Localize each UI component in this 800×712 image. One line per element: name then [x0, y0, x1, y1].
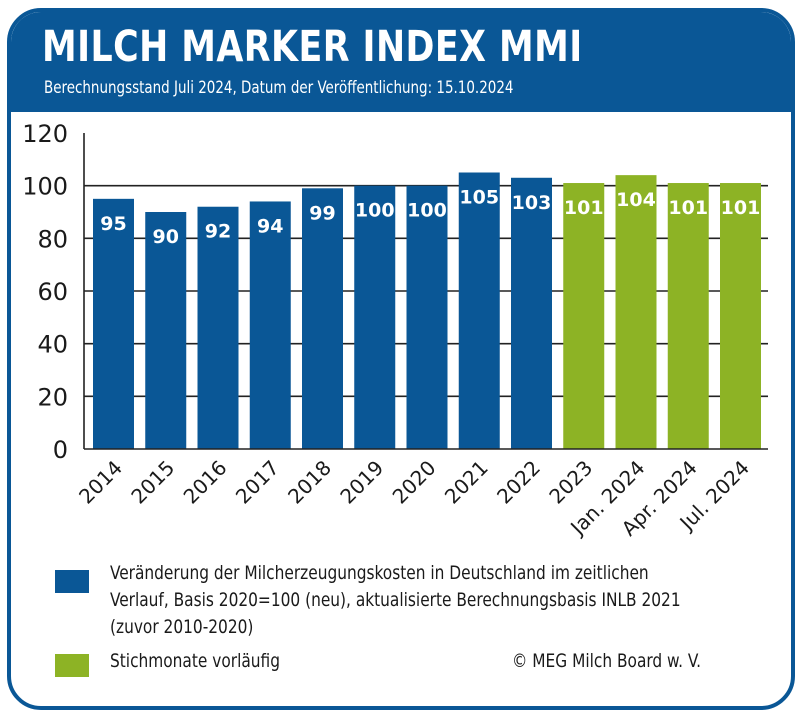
data-label: 100: [355, 200, 395, 222]
data-label: 101: [564, 197, 604, 219]
infographic-frame: MILCH MARKER INDEX MMI Berechnungsstand …: [7, 8, 795, 710]
axes: [83, 133, 768, 450]
x-tick-labels: 2014 2015 2016 2017 2018 2019 2020 2021 2022 2023…: [74, 456, 754, 541]
data-label: 105: [459, 187, 499, 209]
y-tick-label: 80: [37, 225, 68, 253]
x-tick-label: 2022: [492, 456, 545, 509]
x-tick-label: 2014: [74, 456, 127, 509]
data-label: 101: [721, 197, 761, 219]
x-tick-label: 2015: [126, 456, 179, 509]
data-label: 103: [512, 192, 552, 214]
data-label: 92: [205, 221, 231, 243]
legend-label-line: Verlauf, Basis 2020=100 (neu), aktualisi…: [110, 589, 681, 611]
x-tick-label: 2021: [440, 456, 493, 509]
y-tick-label: 120: [22, 120, 68, 148]
y-tick-label: 40: [37, 331, 68, 359]
bar-2016: [197, 206, 239, 449]
data-label: 99: [309, 202, 335, 224]
bar-jul-2024: [720, 183, 761, 450]
legend-swatch-green: [55, 654, 89, 677]
data-label: 100: [407, 200, 447, 222]
bar-2022: [511, 177, 552, 449]
bar-2019: [354, 185, 396, 449]
bar-2014: [93, 198, 134, 449]
x-tick-label: 2020: [388, 456, 441, 509]
legend-swatch-blue: [55, 570, 89, 593]
data-label: 104: [616, 189, 656, 211]
chart-subtitle: Berechnungsstand Juli 2024, Datum der Ve…: [44, 78, 514, 98]
y-tick-label: 20: [37, 383, 68, 411]
bar-2020: [406, 185, 448, 449]
y-tick-label: 60: [37, 278, 68, 306]
x-tick-label: 2017: [231, 456, 284, 509]
legend-label-blue: Veränderung der Milcherzeugungskosten in…: [110, 560, 681, 641]
bar-apr-2024: [667, 183, 709, 450]
x-tick-label: 2019: [335, 456, 388, 509]
legend-label-green: Stichmonate vorläufig: [110, 648, 280, 675]
bar-2015: [145, 212, 187, 449]
data-label: 90: [153, 226, 179, 248]
data-label: 101: [668, 197, 708, 219]
bar-2021: [458, 172, 500, 449]
bar-2023: [563, 183, 605, 450]
y-tick-label: 0: [53, 436, 68, 464]
chart-title: MILCH MARKER INDEX MMI: [42, 22, 583, 72]
data-label: 94: [257, 215, 283, 237]
bars: [93, 172, 761, 450]
data-labels: 95 90 92 94 99 100 100 105 103 101 104 101 101: [100, 187, 760, 249]
x-tick-label: 2018: [283, 456, 336, 509]
y-tick-label: 100: [22, 173, 68, 201]
copyright-notice: © MEG Milch Board w. V.: [512, 650, 702, 672]
bar-2017: [249, 201, 291, 449]
y-tick-labels: 0 20 40 60 80 100 120: [22, 120, 68, 464]
x-tick-label: 2016: [179, 456, 232, 509]
legend-label-line: (zuvor 2010-2020): [110, 616, 254, 638]
bar-2018: [302, 188, 343, 450]
legend-label-line: Veränderung der Milcherzeugungskosten in…: [110, 562, 649, 584]
legend-label-line: Stichmonate vorläufig: [110, 650, 281, 672]
data-label: 95: [100, 213, 126, 235]
bar-jan-2024: [615, 175, 657, 449]
header-banner: MILCH MARKER INDEX MMI Berechnungsstand …: [11, 12, 791, 112]
